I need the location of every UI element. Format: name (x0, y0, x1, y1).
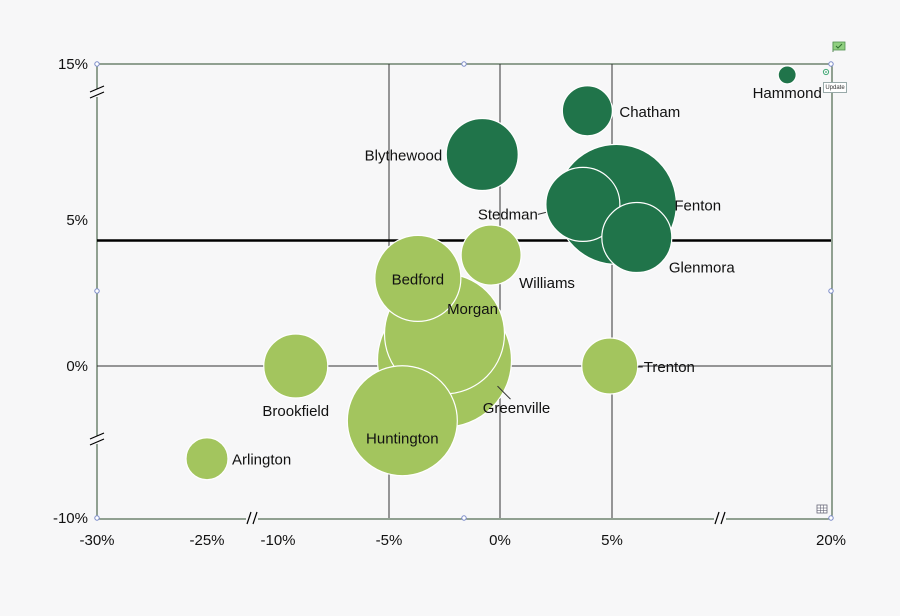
resize-handle[interactable] (461, 61, 467, 67)
bubble-label-fenton: Fenton (674, 197, 721, 214)
bubble-label-morgan: Morgan (447, 301, 498, 318)
y-tick-label: 5% (66, 212, 88, 229)
selection-handles (94, 61, 834, 521)
bubble-label-greenville: Greenville (483, 400, 551, 417)
bubble-hammond[interactable] (777, 65, 797, 85)
y-tick-label: -10% (53, 510, 88, 527)
refresh-icon[interactable] (822, 68, 830, 76)
x-tick-label: 5% (601, 532, 623, 549)
bubble-label-chatham: Chatham (619, 104, 680, 121)
bubble-label-huntington: Huntington (366, 431, 439, 448)
bubble-label-hammond: Hammond (753, 85, 822, 102)
bubble-label-stedman: Stedman (478, 206, 538, 223)
axes: -30% -25% -10% -5% 0% 5% 20% 15% 5% 0% -10% (53, 56, 846, 549)
bubble-label-arlington: Arlington (232, 452, 291, 469)
x-axis-break (246, 511, 258, 525)
bubble-label-blythewood: Blythewood (365, 147, 443, 164)
flag-icon[interactable] (832, 41, 846, 52)
bubble-label-trenton: Trenton (644, 359, 695, 376)
resize-handle[interactable] (828, 61, 834, 67)
x-tick-label: 0% (489, 532, 511, 549)
resize-handle[interactable] (828, 515, 834, 521)
leader-line (497, 385, 511, 400)
bubble-arlington[interactable] (185, 437, 229, 481)
bubble-stedman[interactable] (545, 166, 621, 242)
bubble-trenton[interactable] (581, 337, 639, 395)
y-tick-label: 0% (66, 358, 88, 375)
bubble-label-bedford: Bedford (392, 271, 445, 288)
resize-handle[interactable] (828, 288, 834, 294)
x-tick-label: -5% (376, 532, 403, 549)
resize-handle[interactable] (94, 61, 100, 67)
bubble-brookfield[interactable] (263, 333, 329, 399)
resize-handle[interactable] (94, 288, 100, 294)
bubble-huntington[interactable] (346, 365, 458, 477)
leader-lines (497, 211, 643, 400)
y-axis-break (89, 85, 105, 99)
bubble-label-williams: Williams (519, 275, 575, 292)
x-tick-label: 20% (816, 532, 846, 549)
y-axis-break (89, 432, 105, 446)
grid-icon[interactable] (816, 504, 828, 514)
bubble-label-glenmora: Glenmora (669, 260, 736, 277)
bubble-label-brookfield: Brookfield (262, 403, 329, 420)
x-tick-label: -10% (260, 532, 295, 549)
leader-line (537, 211, 547, 215)
bubble-labels: Hammond Chatham Blythewood Fenton Stedman Gle… (232, 85, 822, 469)
resize-handle[interactable] (461, 515, 467, 521)
x-tick-label: -30% (79, 532, 114, 549)
x-axis-break (714, 511, 726, 525)
bubble-chatham[interactable] (561, 85, 613, 137)
bubble-layer (185, 65, 797, 481)
update-button[interactable]: Update (823, 82, 847, 93)
bubble-bedford[interactable] (374, 234, 462, 322)
bubble-williams[interactable] (460, 224, 522, 286)
resize-handle[interactable] (94, 515, 100, 521)
x-tick-label: -25% (189, 532, 224, 549)
bubble-glenmora[interactable] (601, 201, 673, 274)
y-tick-label: 15% (58, 56, 88, 73)
bubble-blythewood[interactable] (445, 117, 519, 192)
